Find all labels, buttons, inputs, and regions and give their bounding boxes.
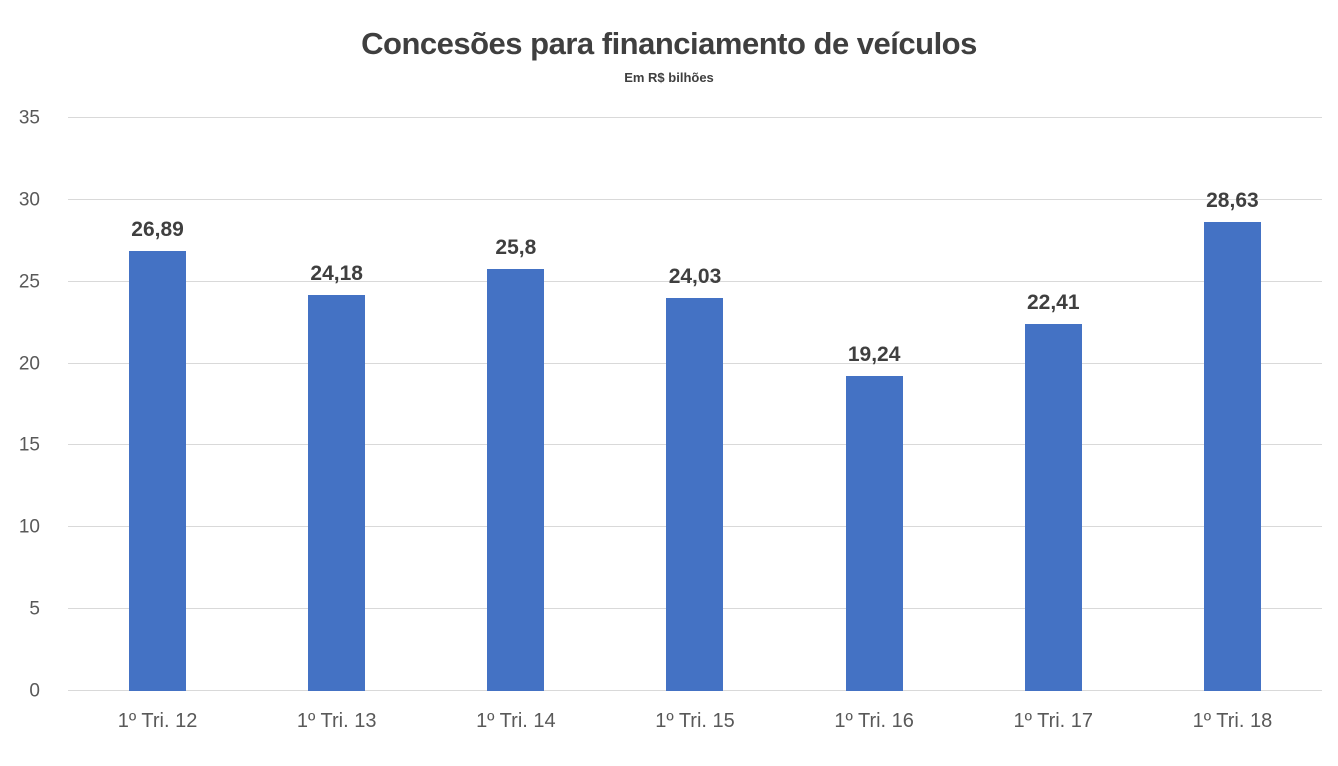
- bar-column: 24,03: [605, 118, 784, 691]
- y-tick-label: 15: [18, 434, 40, 456]
- gridline: [68, 280, 1322, 282]
- x-tick-label: 1º Tri. 15: [655, 710, 735, 732]
- x-axis: 1º Tri. 12 1º Tri. 13 1º Tri. 14 1º Tri. 15…: [68, 691, 1322, 766]
- bars-container: 26,89 24,18 25,8 24,03 19,24 22,41 28,63: [68, 118, 1322, 691]
- y-tick-label: 20: [18, 353, 40, 375]
- x-tick-label: 1º Tri. 18: [1192, 710, 1273, 732]
- bar-column: 25,8: [426, 118, 605, 691]
- gridline: [68, 198, 1322, 200]
- bar-value-label: 24,03: [668, 264, 722, 288]
- gridline: [68, 117, 1322, 118]
- y-tick-label: 35: [18, 107, 40, 129]
- bar-column: 19,24: [785, 118, 964, 691]
- bar: [666, 297, 724, 691]
- y-tick-label: 0: [29, 680, 40, 702]
- bar: [487, 268, 545, 691]
- chart-title: Concesões para financiamento de veículos: [361, 26, 977, 61]
- bar-value-label: 24,18: [310, 262, 363, 286]
- chart-subtitle: Em R$ bilhões: [624, 70, 714, 85]
- x-tick-label: 1º Tri. 16: [834, 710, 914, 732]
- bar-value-label: 22,41: [1026, 291, 1080, 315]
- bar-value-label: 25,8: [495, 235, 537, 259]
- bar-value-label: 28,63: [1206, 189, 1259, 213]
- bar: [845, 376, 903, 691]
- bar: [1024, 324, 1082, 691]
- y-tick-label: 30: [18, 189, 40, 211]
- y-axis: 0 5 10 15 20 25 30 35: [0, 109, 56, 701]
- x-tick-label: 1º Tri. 14: [476, 710, 556, 732]
- bar-value-label: 26,89: [131, 217, 184, 241]
- y-tick-label: 10: [18, 516, 40, 538]
- x-tick-label: 1º Tri. 13: [296, 710, 377, 732]
- y-tick-label: 5: [29, 598, 40, 620]
- x-tick-label: 1º Tri. 17: [1013, 710, 1094, 732]
- bar: [308, 295, 366, 691]
- bar-column: 28,63: [1143, 118, 1322, 691]
- bar: [1203, 222, 1261, 691]
- bar-column: 26,89: [68, 118, 247, 691]
- bar-column: 22,41: [964, 118, 1143, 691]
- bar-column: 24,18: [247, 118, 426, 691]
- x-tick-label: 1º Tri. 12: [117, 710, 198, 732]
- bar-value-label: 19,24: [847, 343, 901, 367]
- bar: [129, 250, 187, 691]
- y-tick-label: 25: [18, 271, 40, 293]
